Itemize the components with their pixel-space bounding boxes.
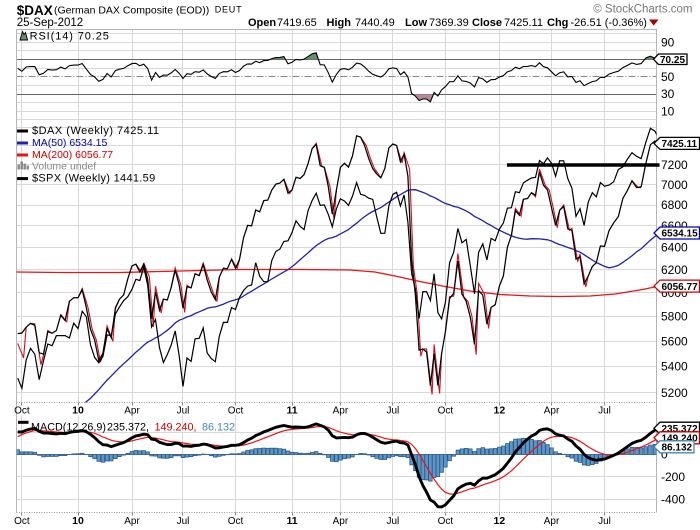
svg-text:Oct: Oct bbox=[438, 516, 454, 527]
svg-text:25-Sep-2012: 25-Sep-2012 bbox=[17, 17, 84, 29]
svg-text:Apr: Apr bbox=[544, 405, 560, 416]
svg-text:$SPX (Weekly) 1441.59: $SPX (Weekly) 1441.59 bbox=[32, 173, 156, 185]
svg-text:86.132: 86.132 bbox=[202, 422, 235, 434]
svg-text:10: 10 bbox=[661, 104, 675, 118]
svg-text:10: 10 bbox=[72, 404, 84, 416]
svg-text:(German DAX Composite (EOD)): (German DAX Composite (EOD)) bbox=[54, 5, 209, 17]
svg-text:0: 0 bbox=[661, 448, 668, 462]
svg-text:5400: 5400 bbox=[661, 360, 688, 374]
svg-text:Jul: Jul bbox=[387, 516, 400, 527]
svg-text:6400: 6400 bbox=[661, 241, 688, 255]
svg-text:Oct: Oct bbox=[14, 405, 30, 416]
svg-text:6800: 6800 bbox=[661, 198, 688, 212]
svg-text:86.132: 86.132 bbox=[662, 443, 693, 454]
svg-text:7419.65: 7419.65 bbox=[277, 17, 317, 29]
svg-text:Jul: Jul bbox=[387, 405, 400, 416]
svg-text:Chg: Chg bbox=[547, 17, 568, 29]
svg-text:149.240: 149.240 bbox=[662, 434, 699, 445]
svg-text:Jul: Jul bbox=[598, 405, 611, 416]
svg-text:5800: 5800 bbox=[661, 310, 688, 324]
svg-text:Oct: Oct bbox=[438, 405, 454, 416]
svg-text:Low: Low bbox=[405, 17, 427, 29]
svg-text:Jul: Jul bbox=[177, 516, 190, 527]
svg-text:7425.11: 7425.11 bbox=[504, 17, 543, 29]
svg-text:6056.77: 6056.77 bbox=[662, 282, 699, 293]
svg-text:149.240,: 149.240, bbox=[155, 422, 197, 434]
svg-text:7369.39: 7369.39 bbox=[429, 17, 469, 29]
svg-text:12: 12 bbox=[494, 404, 506, 416]
svg-text:High: High bbox=[327, 17, 352, 29]
svg-text:Volume undef: Volume undef bbox=[32, 161, 96, 173]
svg-text:6534.15: 6534.15 bbox=[662, 229, 699, 240]
svg-text:DEUT: DEUT bbox=[215, 5, 243, 15]
svg-text:-26.51 (-0.36%): -26.51 (-0.36%) bbox=[571, 17, 647, 29]
svg-text:$DAX (Weekly) 7425.11: $DAX (Weekly) 7425.11 bbox=[32, 125, 159, 137]
svg-text:7425.11: 7425.11 bbox=[662, 139, 698, 150]
svg-text:11: 11 bbox=[286, 515, 297, 527]
svg-text:5600: 5600 bbox=[661, 334, 688, 348]
svg-text:Apr: Apr bbox=[333, 516, 349, 527]
svg-text:$DAX: $DAX bbox=[17, 3, 53, 18]
svg-text:-400: -400 bbox=[661, 493, 685, 507]
svg-text:30: 30 bbox=[661, 87, 675, 101]
svg-text:MA(50) 6534.15: MA(50) 6534.15 bbox=[32, 137, 107, 149]
svg-text:6200: 6200 bbox=[661, 263, 688, 277]
svg-text:7200: 7200 bbox=[661, 158, 688, 172]
svg-text:7440.49: 7440.49 bbox=[355, 17, 395, 29]
svg-text:10: 10 bbox=[72, 515, 84, 527]
svg-text:235.372: 235.372 bbox=[662, 424, 699, 435]
svg-text:Jul: Jul bbox=[177, 405, 190, 416]
svg-text:Apr: Apr bbox=[124, 516, 140, 527]
svg-text:Oct: Oct bbox=[228, 405, 244, 416]
svg-text:7000: 7000 bbox=[661, 178, 688, 192]
svg-text:5200: 5200 bbox=[661, 386, 688, 400]
svg-text:Apr: Apr bbox=[333, 405, 349, 416]
svg-text:Jul: Jul bbox=[598, 516, 611, 527]
svg-text:Open: Open bbox=[248, 17, 276, 29]
svg-text:70.25: 70.25 bbox=[660, 55, 685, 66]
svg-text:Apr: Apr bbox=[544, 516, 560, 527]
svg-text:© StockCharts.com: © StockCharts.com bbox=[593, 4, 692, 16]
svg-text:90: 90 bbox=[661, 35, 675, 49]
svg-text:Oct: Oct bbox=[14, 516, 30, 527]
svg-text:-200: -200 bbox=[661, 470, 685, 484]
svg-text:Close: Close bbox=[472, 17, 502, 29]
svg-text:Apr: Apr bbox=[124, 405, 140, 416]
svg-text:Oct: Oct bbox=[228, 516, 244, 527]
svg-text:RSI(14) 70.25: RSI(14) 70.25 bbox=[30, 31, 110, 43]
svg-text:12: 12 bbox=[494, 515, 506, 527]
svg-text:11: 11 bbox=[286, 404, 297, 416]
svg-text:50: 50 bbox=[661, 70, 675, 84]
svg-text:MA(200) 6056.77: MA(200) 6056.77 bbox=[32, 149, 113, 161]
svg-text:MACD(12,26,9): MACD(12,26,9) bbox=[31, 422, 106, 434]
svg-text:235.372,: 235.372, bbox=[107, 422, 149, 434]
